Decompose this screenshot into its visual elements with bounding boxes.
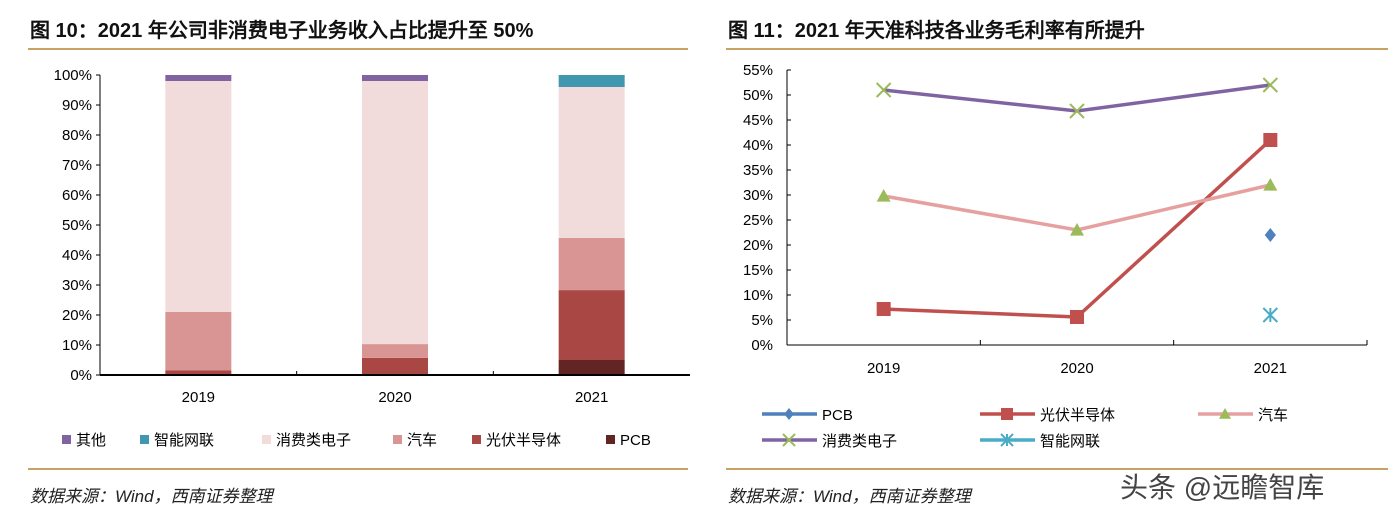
left-source: 数据来源：Wind，西南证券整理 [30, 487, 273, 506]
watermark: 头条 @远瞻智库 [1120, 472, 1325, 503]
divider [28, 48, 688, 50]
bar-segment [165, 81, 232, 312]
y-tick-label: 30% [62, 277, 92, 294]
bar-segment [362, 81, 428, 345]
y-tick-label: 100% [54, 67, 92, 84]
legend-label: 消费类电子 [276, 432, 351, 449]
divider [28, 468, 688, 470]
x-tick-label: 2019 [867, 360, 900, 377]
x-marker [875, 82, 892, 98]
square-marker [1263, 133, 1278, 147]
bar-segment [558, 75, 625, 87]
divider [726, 468, 1388, 470]
legend-swatch [393, 435, 402, 444]
y-tick-label: 0% [751, 337, 773, 354]
legend-swatch [262, 435, 271, 444]
legend-label: 消费类电子 [822, 433, 897, 450]
legend-label: 汽车 [1258, 407, 1288, 424]
y-tick-label: 15% [743, 262, 773, 279]
y-tick-label: 25% [743, 212, 773, 229]
x-marker [1262, 77, 1279, 93]
y-tick-label: 5% [751, 312, 773, 329]
legend-label: 智能网联 [1040, 432, 1100, 450]
legend-swatch [606, 435, 615, 444]
triangle-marker [876, 189, 891, 202]
y-tick-label: 20% [743, 237, 773, 254]
triangle-marker [1070, 223, 1084, 236]
legend-swatch [140, 435, 149, 444]
legend-label: PCB [822, 407, 853, 424]
diamond-marker [784, 408, 794, 420]
legend-label: 智能网联 [154, 431, 214, 449]
y-tick-label: 30% [743, 187, 773, 204]
y-tick-label: 50% [743, 87, 773, 104]
y-tick-label: 50% [62, 217, 92, 234]
x-marker [782, 433, 796, 447]
y-tick-label: 10% [62, 337, 92, 354]
square-marker [1070, 310, 1084, 324]
x-tick-label: 2020 [1060, 360, 1093, 377]
bar-segment [165, 75, 232, 81]
right-source: 数据来源：Wind，西南证券整理 [728, 487, 971, 506]
legend-label: PCB [620, 432, 651, 449]
bar-segment [165, 370, 232, 375]
y-tick-label: 20% [62, 307, 92, 324]
star-marker [1000, 433, 1014, 447]
bar-segment [165, 312, 232, 371]
bar-segment [558, 87, 625, 238]
bar-segment [362, 344, 428, 358]
x-tick-label: 2021 [575, 389, 608, 406]
legend-swatch [62, 435, 71, 444]
diamond-marker [1264, 228, 1276, 242]
y-tick-label: 90% [62, 97, 92, 114]
x-tick-label: 2019 [182, 389, 215, 406]
y-tick-label: 35% [743, 162, 773, 179]
y-tick-label: 0% [70, 367, 92, 384]
x-tick-label: 2020 [378, 389, 411, 406]
legend-label: 其他 [76, 432, 106, 449]
triangle-marker [1219, 408, 1231, 419]
star-marker [1262, 307, 1279, 323]
y-tick-label: 70% [62, 157, 92, 174]
x-marker [1069, 103, 1085, 119]
legend-label: 汽车 [407, 432, 437, 449]
y-tick-label: 10% [743, 287, 773, 304]
legend-swatch [472, 435, 481, 444]
right-chart-title: 图 11：2021 年天准科技各业务毛利率有所提升 [728, 20, 1145, 42]
x-tick-label: 2021 [1254, 360, 1287, 377]
bar-segment [362, 75, 428, 81]
series-line [883, 83, 1271, 113]
legend-label: 光伏半导体 [1040, 407, 1115, 424]
divider [726, 48, 1388, 50]
bar-segment [558, 237, 625, 291]
y-tick-label: 80% [62, 127, 92, 144]
y-tick-label: 60% [62, 187, 92, 204]
y-tick-label: 40% [743, 137, 773, 154]
bar-segment [558, 360, 625, 375]
y-tick-label: 55% [743, 62, 773, 79]
square-marker [876, 302, 891, 316]
triangle-marker [1263, 178, 1278, 191]
square-marker [1001, 408, 1013, 420]
y-tick-label: 45% [743, 112, 773, 129]
legend-label: 光伏半导体 [486, 432, 561, 449]
bar-segment [558, 290, 625, 360]
left-chart-title: 图 10：2021 年公司非消费电子业务收入占比提升至 50% [30, 20, 534, 42]
y-tick-label: 40% [62, 247, 92, 264]
bar-segment [362, 357, 428, 375]
